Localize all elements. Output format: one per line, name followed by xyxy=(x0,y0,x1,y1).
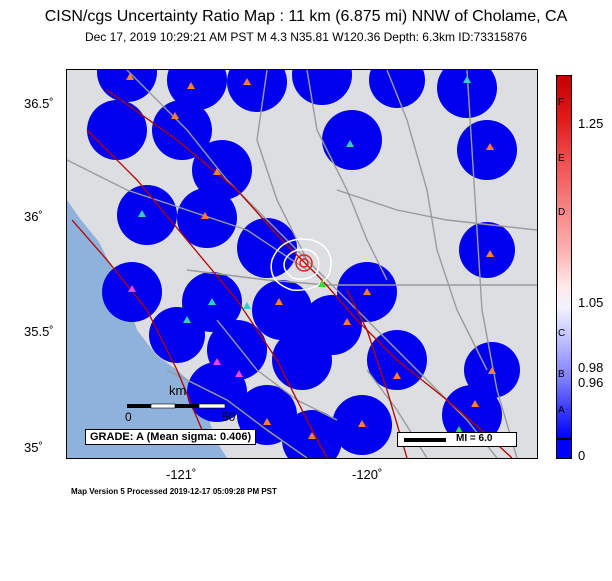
fault-lines xyxy=(71,89,513,458)
scale-bar xyxy=(127,403,226,409)
mi-legend-label: MI = 6.0 xyxy=(456,433,493,444)
grade-label: GRADE: A (Mean sigma: 0.406) xyxy=(85,429,257,445)
colorbar-letter-b: B xyxy=(558,369,565,380)
station-coverage-circles xyxy=(87,70,520,458)
mi-legend: MI = 6.0 xyxy=(397,432,517,447)
lat-tick-36: 36˚ xyxy=(24,209,43,224)
colorbar-value-1-05: 1.05 xyxy=(578,295,604,310)
map-footer: Map Version 5 Processed 2019-12-17 05:09… xyxy=(71,487,277,496)
lat-tick-36-5: 36.5˚ xyxy=(24,96,54,111)
lon-tick-120: -120˚ xyxy=(352,467,383,482)
lon-tick-121: -121˚ xyxy=(166,467,197,482)
station-markers xyxy=(126,73,496,439)
epicenter-contours xyxy=(270,238,332,291)
lat-tick-35: 35˚ xyxy=(24,440,43,455)
colorbar-value-0-98: 0.98 xyxy=(578,360,604,375)
lat-tick-35-5: 35.5˚ xyxy=(24,324,54,339)
map-title: CISN/cgs Uncertainty Ratio Map : 11 km (… xyxy=(44,8,568,25)
colorbar-letter-c: C xyxy=(558,328,566,339)
colorbar-letter-e: E xyxy=(558,153,565,164)
colorbar-letter-d: D xyxy=(558,207,566,218)
uncertainty-map[interactable] xyxy=(66,69,538,459)
colorbar-bottom-swatch xyxy=(556,439,572,459)
event-subtitle: Dec 17, 2019 10:29:21 AM PST M 4.3 N35.8… xyxy=(84,30,528,44)
scale-max: 50 xyxy=(222,410,236,424)
scale-min: 0 xyxy=(125,410,132,424)
colorbar xyxy=(556,75,572,439)
mi-legend-bar xyxy=(404,438,446,442)
colorbar-value-1-25: 1.25 xyxy=(578,116,604,131)
map-canvas xyxy=(67,70,537,458)
colorbar-value-0: 0 xyxy=(578,448,586,463)
colorbar-letter-a: A xyxy=(558,405,565,416)
colorbar-letter-f: F xyxy=(558,97,565,108)
scale-unit: km xyxy=(169,383,187,398)
colorbar-value-0-96: 0.96 xyxy=(578,375,604,390)
